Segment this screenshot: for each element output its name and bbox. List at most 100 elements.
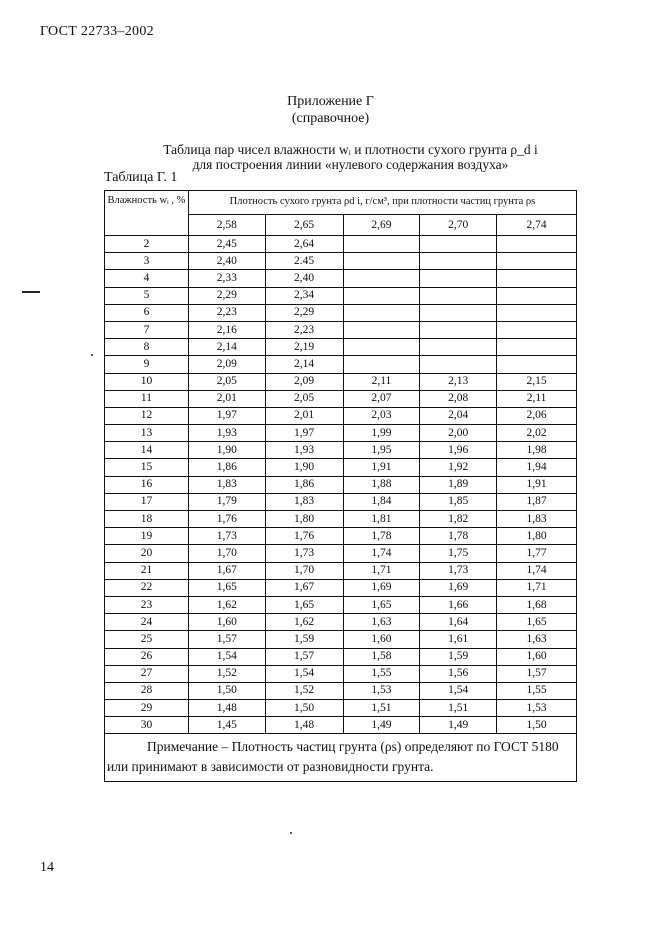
density-cell: 1,57 [264, 647, 344, 666]
density-cell [496, 320, 577, 340]
moisture-cell: 27 [104, 664, 189, 683]
density-cell [419, 303, 498, 322]
density-cell: 2,09 [264, 372, 344, 391]
table-label: Таблица Г. 1 [104, 170, 178, 185]
density-cell: 1,53 [496, 699, 577, 718]
table-row: 27 1,52 1,54 1,55 1,56 1,57 [104, 664, 577, 683]
particle-density-header: 2,74 [496, 214, 577, 236]
particle-density-header-row: 2,58 2,65 2,69 2,70 2,74 [105, 214, 577, 236]
appendix-title: Приложение Г [287, 94, 374, 109]
density-cell [496, 269, 577, 288]
density-cell: 1,91 [342, 458, 421, 477]
density-cell: 1,83 [187, 475, 266, 494]
moisture-cell: 5 [104, 286, 189, 305]
density-cell: 2,11 [496, 389, 577, 408]
density-cell: 1,64 [419, 613, 498, 632]
density-cell: 2,05 [264, 389, 344, 408]
density-cell: 1,65 [342, 595, 421, 615]
table-row: 15 1,86 1,90 1,91 1,92 1,94 [104, 458, 577, 477]
scan-artifact-dash [22, 291, 40, 293]
table-caption-line1: Таблица пар чисел влажности wᵢ и плотнос… [163, 142, 538, 157]
density-cell: 1,78 [342, 527, 421, 546]
density-cell: 2,13 [419, 372, 498, 391]
moisture-cell: 2 [104, 234, 189, 254]
density-cell: 1,65 [496, 613, 577, 632]
density-cell: 2,01 [264, 406, 344, 426]
table-row: 6 2,23 2,29 [104, 303, 577, 322]
density-cell: 1,91 [496, 475, 577, 494]
density-cell: 1,83 [264, 492, 344, 512]
density-cell [419, 286, 498, 305]
density-cell: 1,90 [187, 441, 266, 460]
density-cell: 2,09 [187, 355, 266, 374]
density-cell [496, 355, 577, 374]
density-cell: 1,71 [496, 578, 577, 597]
moisture-cell: 10 [104, 372, 189, 391]
density-cell: 1,85 [419, 492, 498, 512]
moisture-cell: 16 [104, 475, 189, 494]
density-cell: 2,33 [187, 269, 266, 288]
density-cell: 1,66 [419, 595, 498, 615]
density-cell: 1,80 [264, 509, 344, 529]
table-row: 20 1,70 1,73 1,74 1,75 1,77 [104, 544, 577, 563]
density-cell: 1,50 [264, 699, 344, 718]
density-cell: 1,65 [264, 595, 344, 615]
density-cell: 1,56 [419, 664, 498, 683]
density-cell: 1,63 [342, 613, 421, 632]
density-cell [496, 303, 577, 322]
density-cell [419, 320, 498, 340]
density-cell: 1,51 [342, 699, 421, 718]
scan-artifact-dot [290, 832, 292, 834]
density-table: Влажность wᵢ , % Плотность сухого грунта… [104, 190, 578, 783]
table-row: 2 2,45 2,64 [104, 234, 577, 254]
density-cell: 2,02 [496, 424, 577, 443]
table-row: 19 1,73 1,76 1,78 1,78 1,80 [104, 527, 577, 546]
moisture-cell: 30 [104, 716, 189, 735]
density-cell: 2,23 [264, 320, 344, 340]
density-cell: 2,19 [264, 338, 344, 357]
density-cell: 1,71 [342, 561, 421, 580]
table-row: 26 1,54 1,57 1,58 1,59 1,60 [104, 647, 577, 666]
density-cell: 1,89 [419, 475, 498, 494]
table-row: 4 2,33 2,40 [104, 269, 577, 288]
density-cell: 1,48 [264, 716, 344, 735]
density-cell: 1,50 [187, 681, 266, 701]
density-cell: 1,60 [187, 613, 266, 632]
density-cell: 2,03 [342, 406, 421, 426]
density-cell: 1,96 [419, 441, 498, 460]
density-cell: 1,88 [342, 475, 421, 494]
table-row: 12 1,97 2,01 2,03 2,04 2,06 [104, 406, 577, 426]
density-cell: 1,59 [264, 630, 344, 649]
density-cell: 2,00 [419, 424, 498, 443]
moisture-cell: 20 [104, 544, 189, 563]
table-row: 3 2,40 2.45 [104, 252, 577, 271]
scan-artifact-dot [91, 354, 93, 356]
density-cell: 2,23 [187, 303, 266, 322]
density-cell: 1,75 [419, 544, 498, 563]
table-row: 16 1,83 1,86 1,88 1,89 1,91 [104, 475, 577, 494]
density-cell [342, 355, 421, 374]
density-cell: 1,60 [342, 630, 421, 649]
density-cell: 2,14 [264, 355, 344, 374]
density-cell: 2,40 [264, 269, 344, 288]
density-cell [342, 303, 421, 322]
table-row: 8 2,14 2,19 [104, 338, 577, 357]
density-cell: 1,74 [496, 561, 577, 580]
moisture-cell: 13 [104, 424, 189, 443]
moisture-cell: 18 [104, 509, 189, 529]
density-cell [496, 338, 577, 357]
density-cell: 1,98 [496, 441, 577, 460]
moisture-cell: 25 [104, 630, 189, 649]
density-cell: 1,79 [187, 492, 266, 512]
density-cell [496, 252, 577, 271]
density-cell: 2,29 [187, 286, 266, 305]
table-note-text: Примечание – Плотность частиц грунта (ρs… [107, 739, 559, 775]
density-cell: 1,61 [419, 630, 498, 649]
density-cell: 1,60 [496, 647, 577, 666]
moisture-cell: 17 [104, 492, 189, 512]
density-cell: 1,70 [187, 544, 266, 563]
density-cell: 1,97 [187, 406, 266, 426]
density-cell: 1,59 [419, 647, 498, 666]
density-cell: 1,76 [187, 509, 266, 529]
table-row: 22 1,65 1,67 1,69 1,69 1,71 [104, 578, 577, 597]
